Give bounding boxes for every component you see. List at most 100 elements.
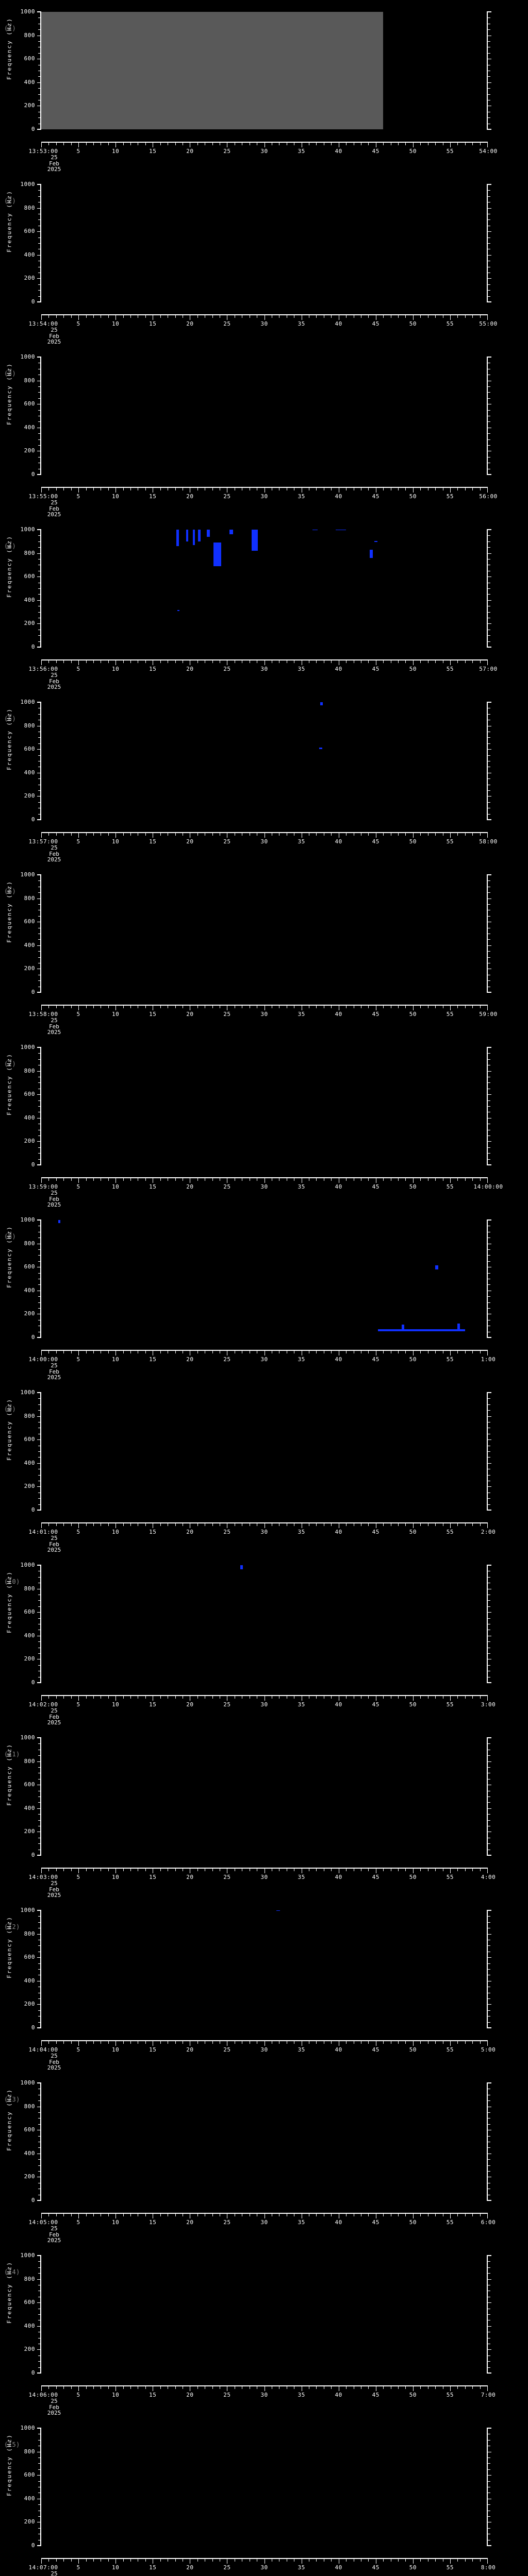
spectrogram-panel: (2) 0 200 400 600 800 1000 Frequency (Hz) 5 10 15 2… (0, 173, 528, 345)
x-tick-label: 25 (223, 493, 231, 500)
right-y-tick (487, 1922, 490, 1923)
x-tick-minor (71, 2559, 72, 2562)
x-tick-minor (56, 1006, 57, 1008)
x-tick-minor (212, 315, 213, 318)
x-tick-minor (405, 1523, 406, 1526)
y-tick-major (37, 647, 41, 648)
y-tick-minor (38, 1308, 41, 1309)
y-tick-label: 600 (24, 1091, 35, 1098)
y-tick-label: 800 (24, 1930, 35, 1937)
x-tick-minor (123, 2041, 124, 2044)
x-tick-major (41, 2041, 42, 2046)
right-y-tick (487, 2273, 490, 2274)
x-tick-label: 5 (76, 838, 80, 845)
x-tick-minor (130, 143, 131, 145)
x-axis-end-time: 57:00 (479, 666, 498, 672)
x-tick-minor (316, 833, 317, 836)
y-tick-minor (38, 88, 41, 89)
x-tick-label: 30 (260, 2046, 268, 2053)
date-stamp-line: 25 (51, 1535, 58, 1541)
x-tick-label: 25 (223, 1183, 231, 1190)
x-tick-minor (160, 2559, 161, 2562)
y-tick-minor (38, 2171, 41, 2172)
spectral-trace (402, 1324, 404, 1331)
x-tick-minor (480, 1696, 481, 1699)
x-tick-minor (160, 1351, 161, 1353)
x-tick-minor (63, 1351, 64, 1353)
x-tick-minor (56, 315, 57, 318)
right-y-tick (487, 2481, 490, 2482)
spectral-trace (457, 1323, 460, 1330)
y-tick-label: 800 (24, 1585, 35, 1592)
x-tick-minor (130, 2559, 131, 2562)
y-tick-minor (38, 1504, 41, 1505)
right-y-tick (487, 278, 491, 279)
date-stamp-line: Feb (49, 1368, 59, 1375)
x-tick-minor (175, 1006, 176, 1008)
y-tick-label: 200 (24, 1483, 35, 1490)
x-tick-minor (457, 833, 458, 836)
spectrogram-panel: (1) 0 200 400 600 800 1000 Frequency (Hz) 5 10 15 2… (0, 0, 528, 173)
x-tick-label: 45 (372, 666, 380, 672)
right-y-tick (487, 1606, 490, 1607)
x-tick-minor (86, 1696, 87, 1699)
x-tick-label: 5 (76, 1011, 80, 1018)
x-tick-label: 35 (298, 320, 305, 327)
y-tick-minor (38, 778, 41, 779)
x-tick-minor (123, 1696, 124, 1699)
x-tick-minor (123, 1006, 124, 1008)
x-axis-line (41, 1868, 488, 1869)
x-tick-minor (212, 1869, 213, 1871)
x-tick-minor (175, 1696, 176, 1699)
y-tick-label: 800 (24, 2275, 35, 2282)
x-tick-minor (63, 2559, 64, 2562)
x-tick-major (412, 1869, 414, 1873)
x-tick-minor (420, 660, 421, 663)
y-tick-major (37, 749, 41, 750)
x-tick-label: 10 (112, 838, 120, 845)
y-tick-minor (38, 439, 41, 440)
x-tick-minor (145, 2214, 146, 2216)
x-tick-major (412, 2386, 414, 2391)
y-tick-major (37, 702, 41, 703)
x-tick-minor (86, 2559, 87, 2562)
x-tick-minor (160, 1523, 161, 1526)
y-tick-major (37, 1934, 41, 1935)
x-tick-minor (108, 1178, 109, 1181)
y-tick-label: 0 (31, 2197, 35, 2204)
x-tick-minor (331, 2214, 332, 2216)
y-tick-label: 1000 (20, 1389, 35, 1396)
x-tick-minor (123, 2559, 124, 2562)
y-tick-minor (38, 1302, 41, 1303)
x-tick-minor (145, 488, 146, 490)
right-y-tick (487, 1053, 490, 1054)
y-axis-title: Frequency (Hz) (6, 363, 13, 425)
x-tick-label: 35 (298, 838, 305, 845)
x-tick-label: 15 (149, 1183, 157, 1190)
x-tick-label: 30 (260, 666, 268, 672)
x-tick-minor (71, 1006, 72, 1008)
x-tick-minor (93, 1523, 94, 1526)
x-tick-minor (63, 1869, 64, 1871)
spectral-trace (320, 702, 323, 705)
x-tick-label: 40 (335, 2046, 342, 2053)
y-tick-label: 1000 (20, 1907, 35, 1913)
x-tick-minor (93, 1006, 94, 1008)
x-tick-minor (212, 1696, 213, 1699)
x-tick-minor (472, 2214, 473, 2216)
x-tick-label: 35 (298, 2219, 305, 2226)
right-y-tick (487, 1439, 491, 1440)
right-y-tick (487, 196, 490, 197)
right-y-tick (487, 2147, 490, 2148)
right-y-tick (487, 647, 491, 648)
x-tick-minor (368, 2214, 369, 2216)
y-tick-major (37, 474, 41, 475)
y-tick-label: 400 (24, 2149, 35, 2157)
x-axis-start-time: 14:06:00 (28, 2392, 58, 2398)
x-tick-minor (405, 2559, 406, 2562)
x-tick-label: 30 (260, 1529, 268, 1535)
plot-area (41, 12, 487, 129)
right-y-tick (487, 1308, 490, 1309)
date-stamp-line: 25 (51, 2570, 58, 2576)
x-tick-minor (383, 1006, 384, 1008)
